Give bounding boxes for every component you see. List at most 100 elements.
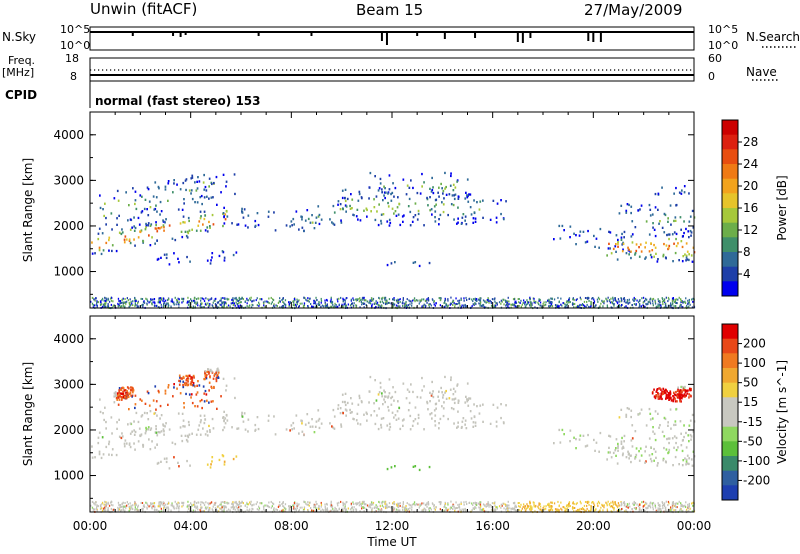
power-cell [123,238,126,241]
velocity-cell [456,384,458,387]
colorbar-tick-label: 8 [743,245,751,259]
velocity-cell [555,508,557,511]
velocity-cell [383,389,385,392]
velocity-cell [681,389,683,392]
velocity-cell [647,507,649,509]
power-cell [655,252,657,255]
velocity-cell [413,502,415,505]
velocity-cell [356,502,358,505]
power-cell [377,223,380,227]
velocity-cell [129,391,132,394]
velocity-cell [133,420,135,423]
velocity-cell [515,506,518,508]
power-cell [685,259,687,262]
power-cell [211,256,213,259]
power-cell [449,184,452,187]
velocity-cell [292,421,295,425]
power-cell [149,206,152,209]
y-tick-label: 1000 [53,469,84,483]
velocity-cells [90,367,696,514]
velocity-cell [482,503,485,506]
velocity-cell [191,432,193,435]
velocity-cell [195,506,197,509]
power-cell [301,218,303,221]
power-cell [609,247,611,250]
velocity-cell [650,460,653,463]
velocity-cell [250,500,252,503]
velocity-cell [685,446,688,449]
velocity-cell [615,438,618,441]
power-cell [175,298,178,301]
velocity-cell [160,507,162,510]
velocity-cell [160,414,163,417]
power-cell [386,220,389,223]
velocity-cell [683,435,685,439]
velocity-cell [638,450,640,453]
velocity-cell [422,509,424,512]
velocity-cell [664,388,667,391]
velocity-cell [654,450,657,453]
velocity-cell [146,412,148,415]
velocity-cell [143,411,146,415]
power-cell [652,304,654,307]
power-cell [209,226,211,229]
power-cell [653,243,655,247]
velocity-cell [685,463,687,466]
power-cell [148,234,150,237]
velocity-cell [630,415,632,419]
power-cell [147,224,149,227]
velocity-cell [295,507,297,510]
colorbar-segment [722,266,738,282]
power-cell [621,243,624,246]
velocity-cell [310,507,312,509]
power-cell [482,299,485,302]
power-cell [413,298,415,301]
velocity-cell [209,508,211,511]
power-cell [665,304,667,307]
velocity-cell [587,500,589,503]
velocity-cell [110,507,112,510]
velocity-cell [211,386,213,390]
power-cell [271,301,273,304]
velocity-cell [165,460,168,464]
power-cell [590,301,592,304]
power-cell [107,303,109,306]
power-cell [184,230,187,233]
power-cell [514,301,516,304]
colorbar-segment [722,470,738,486]
velocity-cell [675,441,677,445]
velocity-cell [678,500,680,503]
power-cell [201,202,203,206]
velocity-cell [126,391,129,395]
power-cell [685,306,687,309]
velocity-cell [414,406,417,409]
power-cell [615,243,617,246]
velocity-cell [654,396,657,400]
velocity-cell [386,467,389,471]
velocity-cell [203,392,206,395]
power-cell [365,299,367,302]
velocity-cell [101,503,103,506]
velocity-cell [460,426,463,429]
velocity-cell [139,398,142,401]
power-cell [507,303,509,306]
power-cell [441,187,443,190]
power-cell [437,191,439,194]
power-cell [339,203,342,206]
velocity-cell [192,503,195,506]
power-cell [365,207,368,210]
velocity-cell [158,505,160,508]
power-cell [201,306,203,309]
power-cell [661,300,664,303]
velocity-cell [190,376,192,379]
power-cell [681,300,683,303]
velocity-cell [375,506,378,509]
power-cell [520,305,522,308]
velocity-cell [363,507,365,509]
power-cell [256,297,258,300]
velocity-cell [273,507,275,510]
power-cell [651,299,654,302]
power-cell [650,256,653,259]
velocity-cell [209,429,211,432]
velocity-cell [214,503,216,506]
